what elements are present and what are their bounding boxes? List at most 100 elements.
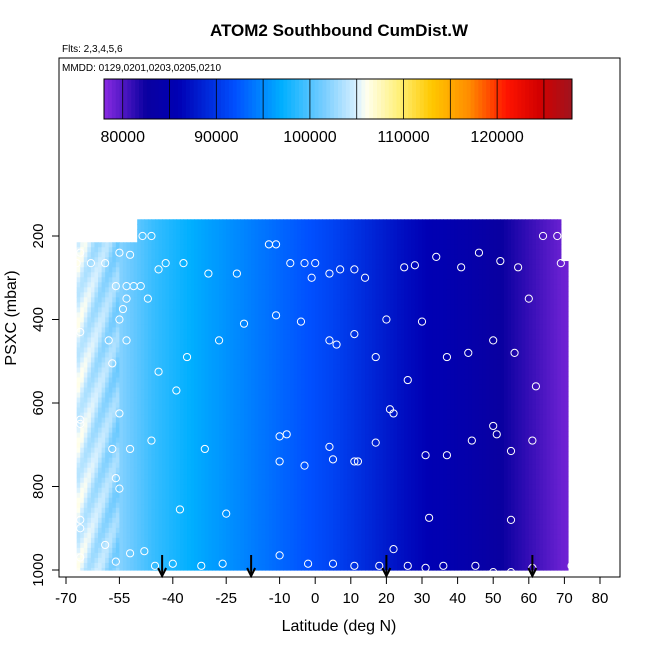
field-cell: [155, 279, 160, 286]
field-cell: [325, 544, 331, 551]
field-cell: [240, 484, 245, 491]
field-cell: [137, 554, 142, 561]
field-cell: [105, 382, 110, 389]
field-cell: [222, 544, 227, 551]
field-cell: [247, 264, 252, 270]
field-cell: [144, 244, 149, 250]
field-cell: [98, 262, 103, 268]
field-cell: [172, 479, 177, 486]
field-cell: [219, 424, 224, 431]
field-cell: [268, 284, 274, 291]
field-cell: [151, 484, 156, 491]
field-cell: [137, 529, 142, 536]
field-cell: [329, 464, 334, 471]
field-cell: [176, 299, 181, 306]
field-cell: [183, 334, 188, 341]
field-cell: [76, 352, 81, 359]
field-cell: [147, 529, 153, 536]
field-cell: [169, 234, 174, 240]
field-cell: [87, 507, 92, 514]
field-cell: [325, 309, 331, 316]
field-cell: [229, 474, 234, 481]
field-cell: [190, 339, 195, 346]
field-cell: [98, 437, 103, 444]
field-cell: [112, 347, 117, 354]
field-cell: [318, 264, 323, 270]
field-cell: [115, 392, 120, 399]
field-cell: [137, 429, 142, 436]
field-cell: [283, 449, 288, 456]
field-cell: [80, 432, 85, 439]
field-cell: [169, 424, 174, 431]
field-cell: [204, 464, 209, 471]
field-cell: [137, 314, 142, 321]
field-cell: [194, 524, 199, 531]
field-cell: [325, 434, 331, 441]
field-cell: [290, 259, 295, 265]
field-cell: [112, 367, 117, 374]
field-cell: [119, 447, 124, 454]
field-cell: [304, 284, 309, 291]
field-cell: [261, 259, 266, 265]
field-cell: [162, 469, 167, 476]
field-cell: [158, 299, 163, 306]
field-cell: [197, 329, 202, 336]
field-cell: [304, 514, 309, 521]
field-cell: [247, 279, 252, 286]
field-cell: [155, 464, 160, 471]
field-cell: [140, 324, 145, 331]
field-cell: [279, 544, 284, 551]
field-cell: [251, 464, 256, 471]
field-cell: [204, 269, 209, 276]
field-cell: [137, 324, 142, 331]
field-cell: [172, 359, 177, 366]
field-cell: [300, 539, 306, 546]
field-cell: [187, 459, 192, 466]
field-cell: [233, 559, 238, 566]
field-cell: [80, 352, 85, 359]
field-cell: [311, 534, 316, 541]
field-cell: [194, 244, 199, 250]
field-cell: [311, 564, 316, 571]
field-cell: [300, 549, 306, 556]
field-cell: [115, 427, 120, 434]
field-cell: [112, 342, 117, 349]
field-cell: [325, 484, 331, 491]
field-cell: [140, 564, 145, 571]
field-cell: [162, 384, 167, 391]
field-cell: [333, 274, 338, 281]
field-cell: [219, 544, 224, 551]
field-cell: [155, 239, 160, 245]
field-cell: [176, 394, 181, 401]
field-cell: [112, 527, 117, 534]
field-cell: [197, 409, 202, 416]
field-cell: [130, 307, 135, 313]
field-cell: [179, 464, 185, 471]
field-cell: [286, 264, 291, 270]
field-cell: [311, 329, 316, 336]
field-cell: [254, 379, 259, 386]
field-cell: [130, 497, 135, 504]
field-cell: [265, 444, 270, 451]
field-cell: [126, 277, 131, 283]
field-cell: [165, 454, 170, 461]
field-cell: [162, 244, 167, 250]
field-cell: [190, 249, 195, 255]
field-cell: [169, 439, 174, 446]
field-cell: [293, 364, 298, 371]
field-cell: [283, 279, 288, 286]
field-cell: [90, 462, 96, 469]
field-cell: [119, 552, 124, 559]
field-cell: [233, 304, 238, 311]
field-cell: [279, 429, 284, 436]
field-cell: [300, 349, 306, 356]
field-cell: [105, 477, 110, 484]
field-cell: [219, 529, 224, 536]
field-cell: [322, 304, 327, 311]
field-cell: [211, 564, 217, 571]
field-cell: [300, 439, 306, 446]
field-cell: [236, 319, 242, 326]
field-cell: [315, 374, 320, 381]
field-cell: [261, 294, 266, 301]
field-cell: [140, 269, 145, 276]
